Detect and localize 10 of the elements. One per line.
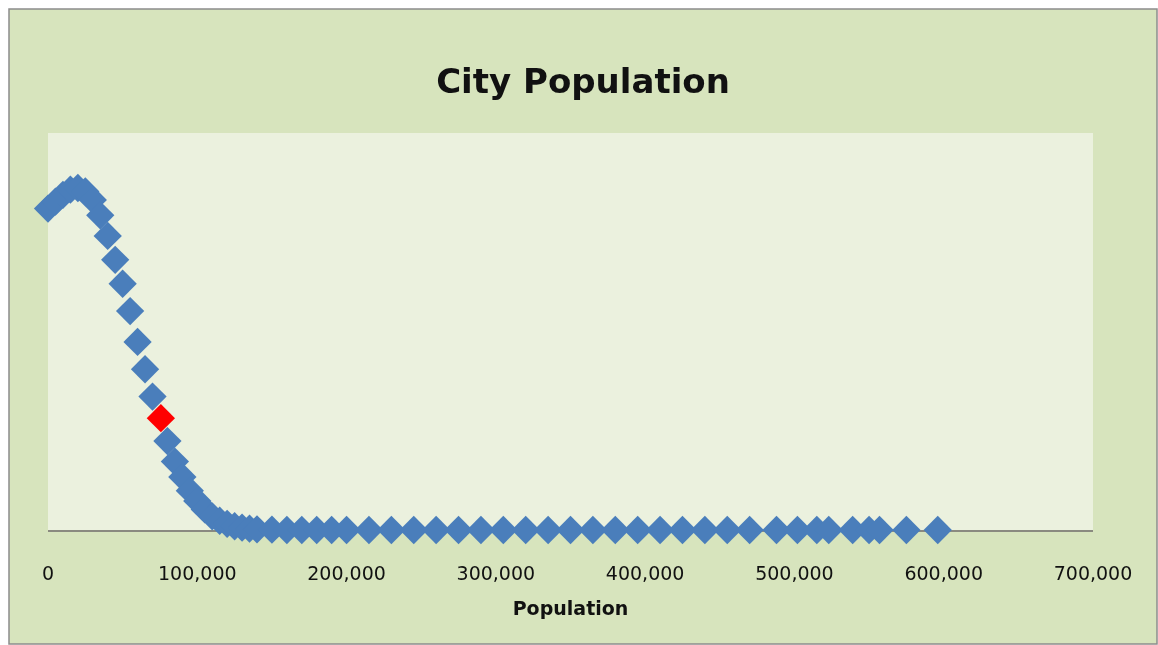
x-tick-label: 400,000 (605, 562, 685, 584)
chart-title: City Population (436, 61, 730, 101)
x-tick-label: 0 (41, 562, 55, 584)
x-tick-label: 100,000 (158, 562, 237, 584)
x-tick-label: 200,000 (307, 562, 386, 584)
x-tick-label: 500,000 (755, 562, 834, 584)
x-axis-title: Population (512, 597, 629, 619)
x-tick-label: 700,000 (1053, 562, 1133, 584)
x-tick-label: 300,000 (456, 562, 536, 584)
x-tick-label: 600,000 (904, 562, 983, 584)
